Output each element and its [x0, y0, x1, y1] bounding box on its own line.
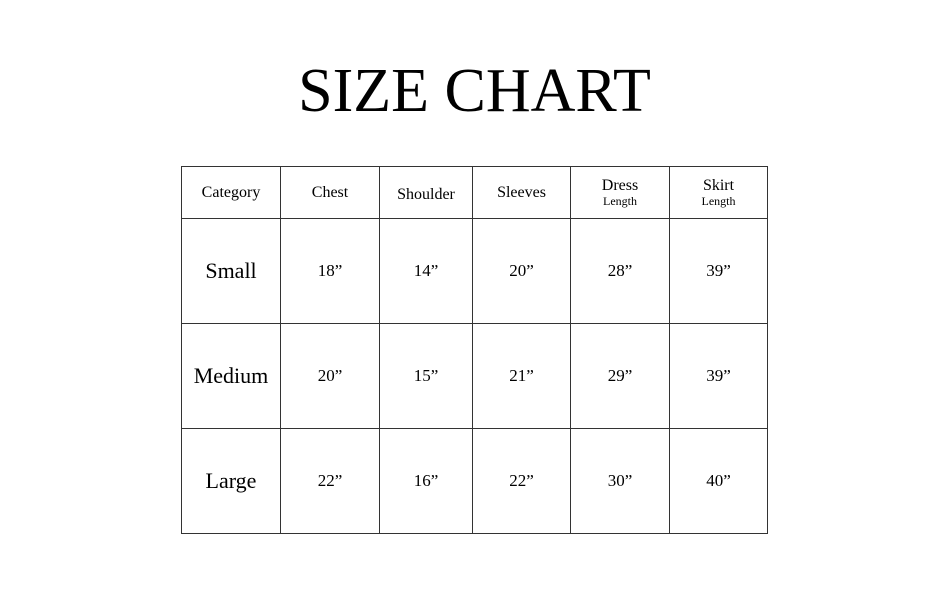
table-row: Medium 20” 15” 21” 29” 39” — [181, 323, 768, 429]
table-row: Small 18” 14” 20” 28” 39” — [181, 218, 768, 324]
table-cell: 29” — [570, 323, 670, 429]
table-cell: 22” — [280, 428, 380, 534]
table-cell: 18” — [280, 218, 380, 324]
size-label: Medium — [181, 323, 281, 429]
size-label: Small — [181, 218, 281, 324]
header-sleeves: Sleeves — [472, 166, 571, 219]
header-skirt-length: Skirt Length — [669, 166, 768, 219]
table-cell: 39” — [669, 218, 768, 324]
table-cell: 21” — [472, 323, 571, 429]
table-cell: 20” — [472, 218, 571, 324]
header-chest: Chest — [280, 166, 380, 219]
table-cell: 39” — [669, 323, 768, 429]
size-chart-table: Category Chest Shoulder Sleeves Dress Len… — [181, 166, 768, 534]
header-dress-length: Dress Length — [570, 166, 670, 219]
table-row: Large 22” 16” 22” 30” 40” — [181, 428, 768, 534]
table-cell: 20” — [280, 323, 380, 429]
table-cell: 16” — [379, 428, 473, 534]
table-cell: 30” — [570, 428, 670, 534]
size-label: Large — [181, 428, 281, 534]
table-cell: 15” — [379, 323, 473, 429]
table-cell: 40” — [669, 428, 768, 534]
header-shoulder: Shoulder — [379, 166, 473, 219]
page-title: SIZE CHART — [298, 57, 651, 125]
table-cell: 28” — [570, 218, 670, 324]
header-row: Category Chest Shoulder Sleeves Dress Len… — [181, 166, 768, 219]
table-cell: 14” — [379, 218, 473, 324]
header-category: Category — [181, 166, 281, 219]
table-cell: 22” — [472, 428, 571, 534]
